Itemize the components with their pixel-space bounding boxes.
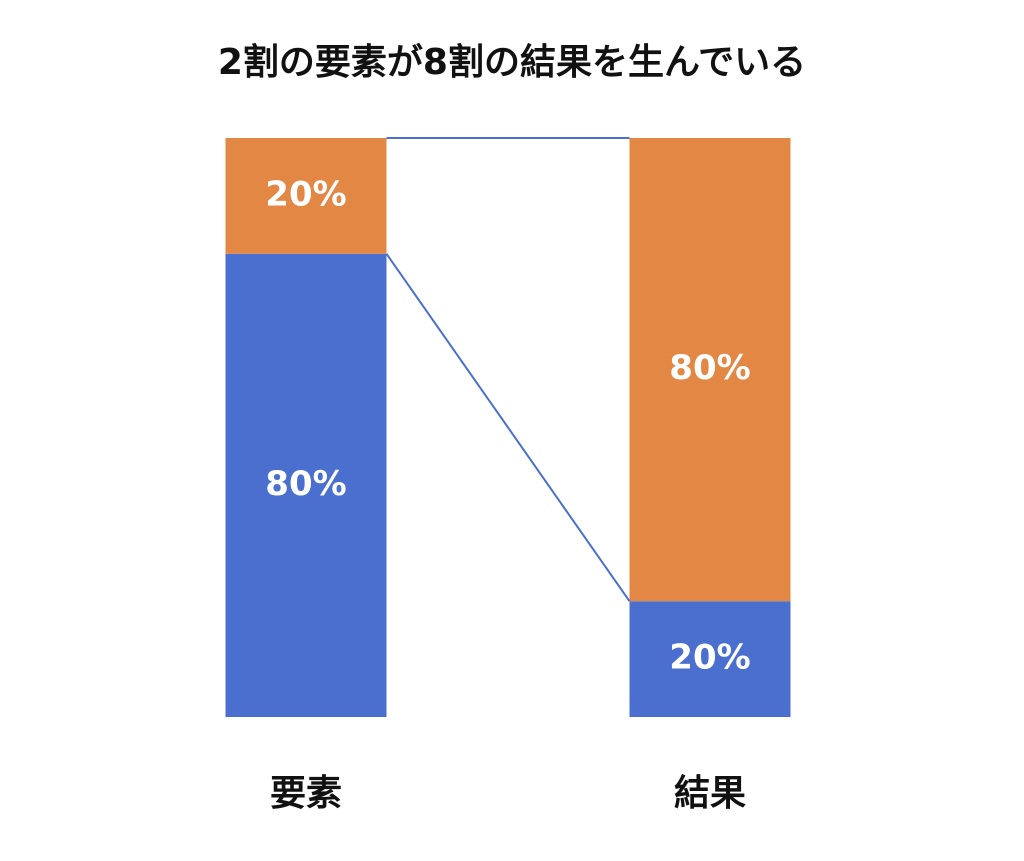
value-label: 20% [265,174,346,214]
value-label: 80% [669,348,750,388]
bar-segment [629,601,791,717]
bar-segment [629,138,791,602]
x-tick-label: 結果 [674,773,746,814]
value-label: 20% [669,638,750,678]
x-tick-label: 要素 [270,773,342,814]
chart-title: 2割の要素が8割の結果を生んでいる [218,42,806,83]
bar-segment [225,138,387,254]
bar-segment [225,253,387,718]
connector-line [385,253,631,602]
value-label: 80% [265,464,346,504]
